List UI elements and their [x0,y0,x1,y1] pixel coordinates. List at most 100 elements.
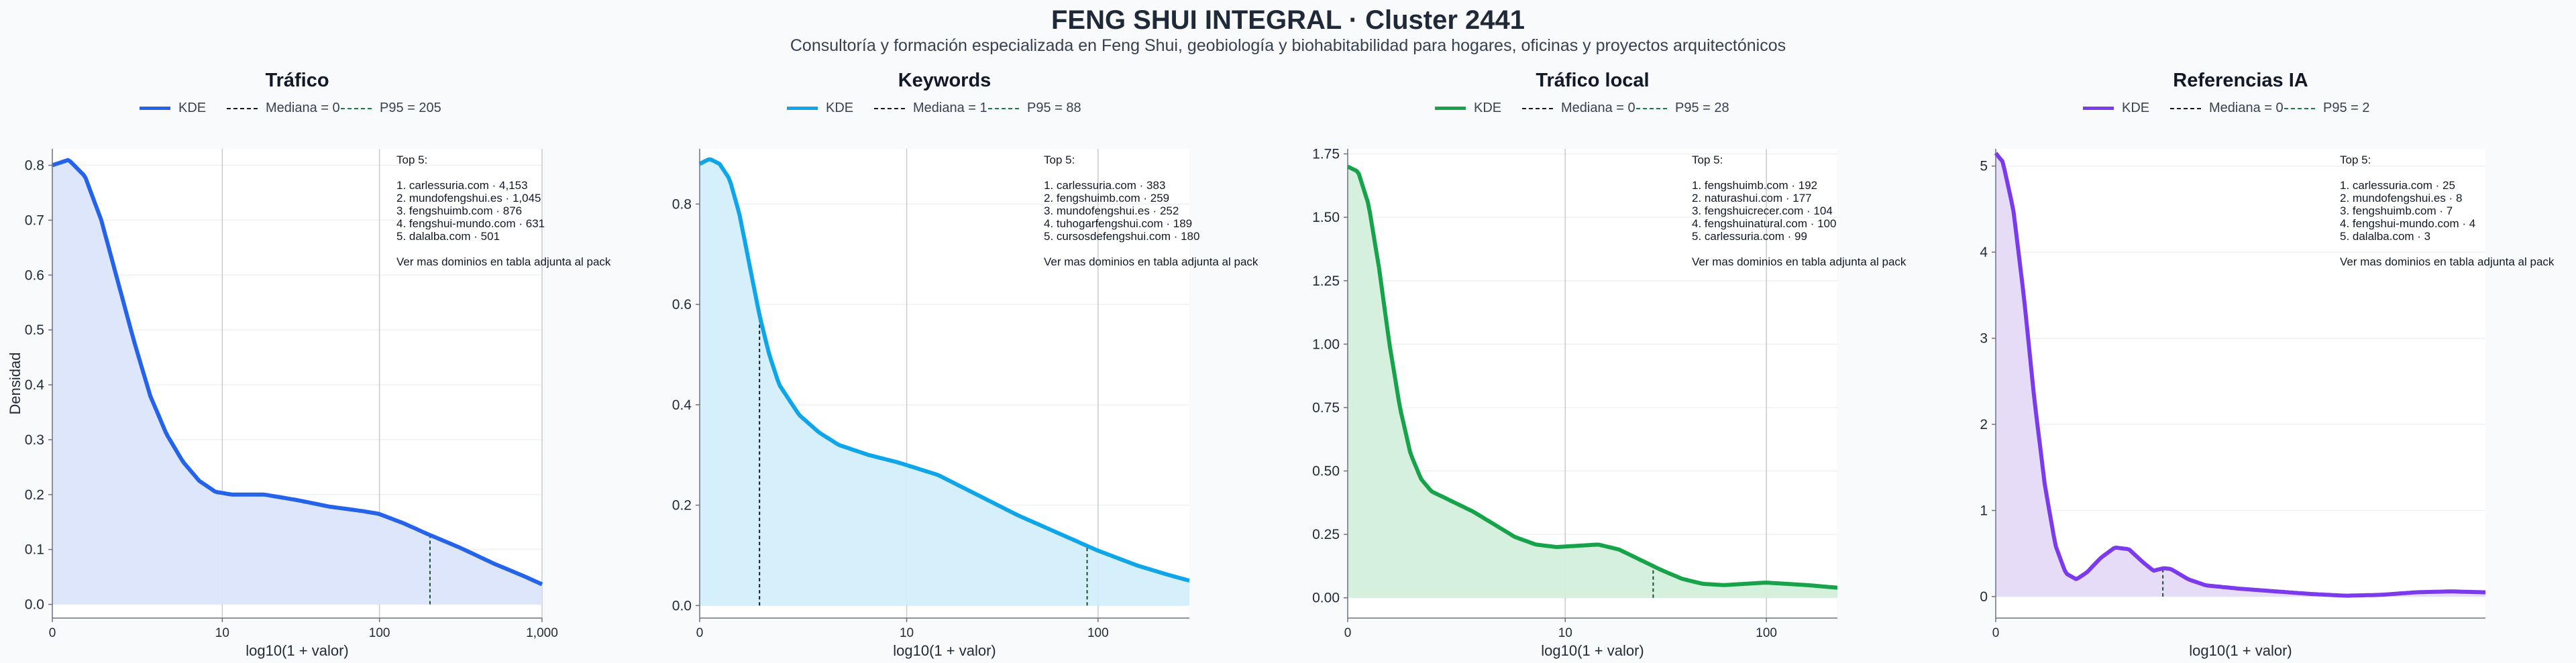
y-tick-label: 0.1 [25,542,44,558]
top5-annotation: Top 5: 1. fengshuimb.com · 192 2. natura… [1692,154,1907,268]
top5-annotation: Top 5: 1. carlessuria.com · 383 2. fengs… [1044,154,1258,268]
y-tick-label: 0.8 [672,196,692,212]
panel-title: Keywords [898,70,991,91]
y-tick-label: 4 [1980,245,1988,260]
x-tick-label: 100 [369,626,390,640]
y-tick-label: 1.75 [1312,147,1340,162]
y-tick-label: 0.2 [25,487,44,503]
chart-legend: KDE Mediana = 1 P95 = 88 [787,101,1095,121]
x-tick-label: 0 [1992,626,2000,640]
y-tick-label: 0.7 [25,213,44,228]
legend-swatch [1435,107,1466,111]
y-tick-label: 0.2 [672,498,692,514]
kde-area [1996,153,2485,597]
x-tick-label: 0 [49,626,56,640]
x-tick-label: 0 [1344,626,1352,640]
y-tick-label: 0.50 [1312,464,1340,479]
y-tick-label: 1 [1980,503,1988,518]
chart-legend: KDE Mediana = 0 P95 = 205 [140,101,448,121]
x-tick-label: 0 [696,626,704,640]
plot-area [1996,149,2485,618]
y-tick-label: 5 [1980,159,1988,174]
kde-line [51,158,543,587]
y-tick-label: 0.4 [672,398,692,413]
page-title: FENG SHUI INTEGRAL · Cluster 2441 [1051,5,1525,35]
legend-label: P95 = 2 [2323,101,2370,116]
y-tick-label: 0.00 [1312,591,1340,606]
legend-swatch [1522,107,1553,109]
y-tick-label: 1.25 [1312,274,1340,289]
y-tick-label: 0 [1980,589,1988,605]
kde-line [1346,164,1838,590]
legend-label: P95 = 205 [380,101,441,116]
x-axis-label: log10(1 + valor) [2189,642,2292,659]
panel-title: Tráfico local [1536,70,1650,91]
chart-legend: KDE Mediana = 0 P95 = 2 [2083,101,2392,121]
legend-label: KDE [178,101,207,116]
y-tick-label: 0.0 [25,597,44,613]
legend-label: Mediana = 0 [1561,101,1635,116]
legend-item-kde: KDE [1435,101,1501,116]
legend-swatch [2170,107,2201,109]
x-tick-label: 100 [1087,626,1109,640]
y-tick-label: 2 [1980,417,1988,432]
legend-item-p95: P95 = 2 [2284,101,2370,116]
legend-item-p95: P95 = 28 [1636,101,1729,116]
panel-title: Referencias IA [2173,70,2308,91]
y-tick-label: 0.6 [25,267,44,283]
legend-item-p95: P95 = 205 [341,101,441,116]
kde-area [700,159,1189,606]
y-tick-label: 0.4 [25,377,45,393]
legend-item-kde: KDE [2083,101,2149,116]
legend-swatch [874,107,905,109]
legend-label: Mediana = 1 [913,101,987,116]
legend-item-median: Mediana = 0 [2170,101,2284,116]
y-axis-label: Densidad [7,353,23,415]
legend-label: Mediana = 0 [2209,101,2284,116]
x-tick-label: 100 [1756,626,1777,640]
kde-line [1994,152,2485,598]
legend-item-median: Mediana = 1 [874,101,987,116]
legend-swatch [1636,107,1667,109]
y-tick-label: 0.6 [672,297,692,312]
kde-area [52,160,542,605]
kde-area [1348,166,1837,598]
y-tick-label: 0.5 [25,322,44,338]
y-tick-label: 1.00 [1312,337,1340,352]
legend-swatch [787,107,818,111]
y-tick-label: 0.0 [672,598,692,613]
y-tick-label: 0.25 [1312,527,1340,542]
x-axis-label: log10(1 + valor) [246,642,348,659]
x-tick-label: 10 [215,626,229,640]
legend-swatch [2284,107,2315,109]
x-tick-label: 10 [1558,626,1572,640]
legend-swatch [988,107,1019,109]
kde-line [698,157,1190,583]
top5-annotation: Top 5: 1. carlessuria.com · 25 2. mundof… [2340,154,2555,268]
x-tick-label: 1,000 [526,626,558,640]
y-tick-label: 0.75 [1312,400,1340,416]
legend-item-kde: KDE [787,101,853,116]
legend-label: Mediana = 0 [266,101,340,116]
legend-item-kde: KDE [140,101,206,116]
legend-item-p95: P95 = 88 [988,101,1081,116]
y-tick-label: 3 [1980,331,1988,347]
legend-swatch [2083,107,2114,111]
y-tick-label: 1.50 [1312,210,1340,225]
legend-label: P95 = 88 [1027,101,1081,116]
x-axis-label: log10(1 + valor) [893,642,996,659]
legend-label: KDE [826,101,854,116]
page-subtitle: Consultoría y formación especializada en… [790,36,1786,55]
y-tick-label: 0.8 [25,158,44,174]
legend-item-median: Mediana = 0 [227,101,340,116]
legend-swatch [227,107,258,109]
legend-label: KDE [1474,101,1502,116]
panel-title: Tráfico [265,70,329,91]
legend-swatch [140,107,170,111]
x-axis-label: log10(1 + valor) [1541,642,1644,659]
y-tick-label: 0.3 [25,432,44,448]
